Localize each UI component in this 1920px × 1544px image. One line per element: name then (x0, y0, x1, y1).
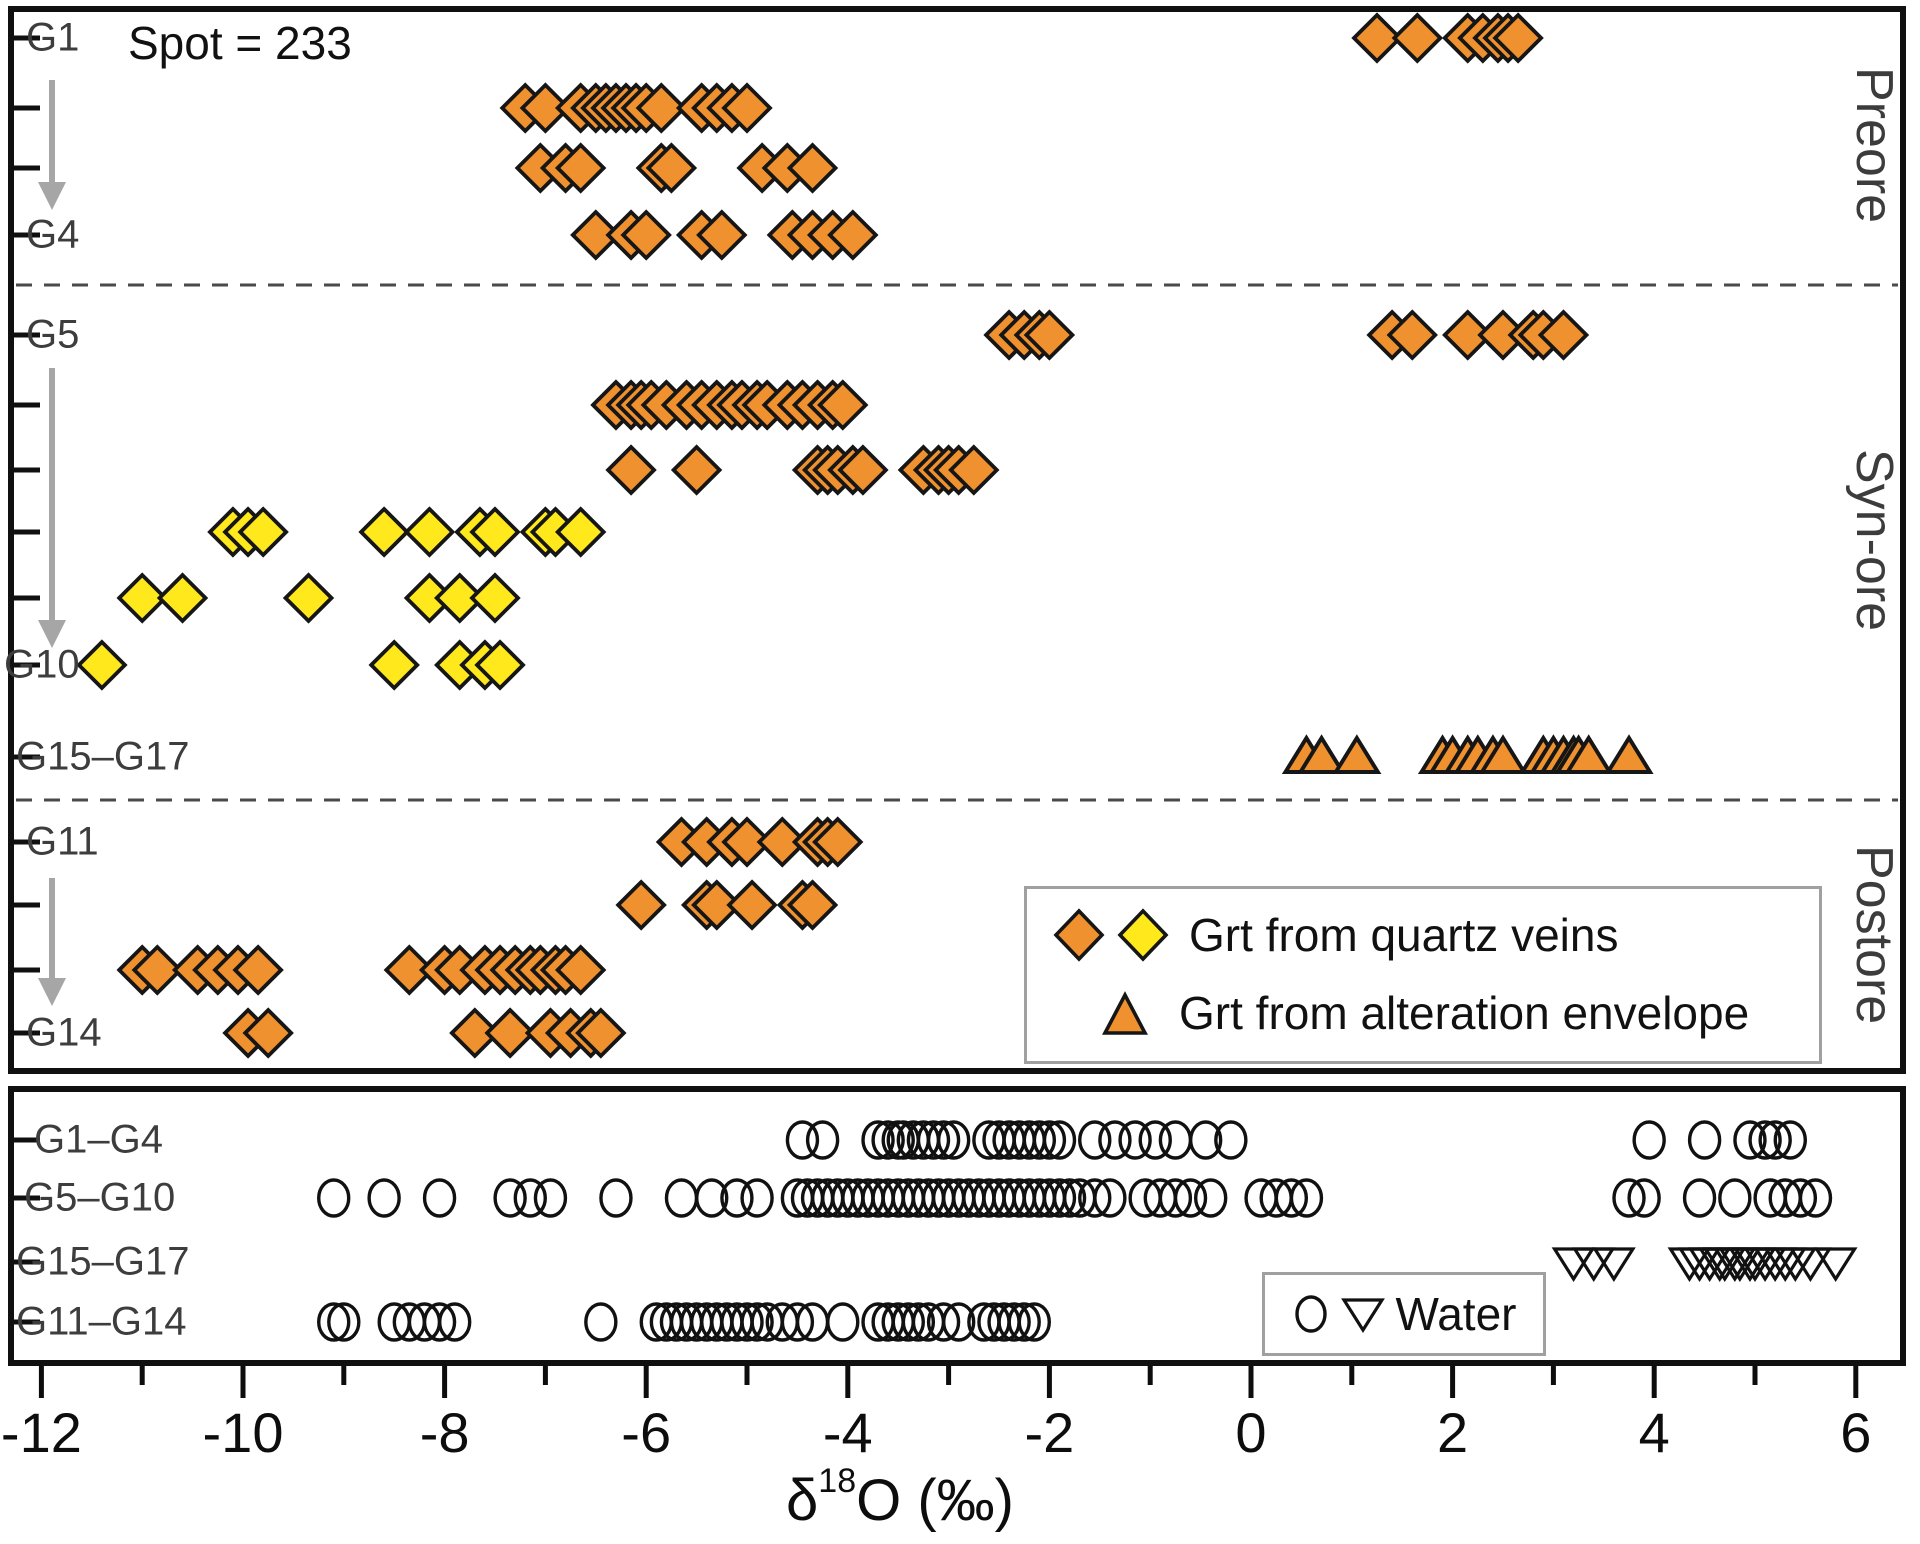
x-tick-label: -6 (621, 1401, 671, 1464)
legend-water: Water (1262, 1272, 1546, 1356)
section-label-preore: Preore (1845, 66, 1903, 224)
row-label-G1-G4: G1–G4 (34, 1117, 163, 1162)
legend-garnet-label-1: Grt from quartz veins (1189, 909, 1619, 961)
x-tick-label: 6 (1840, 1401, 1871, 1464)
section-label-postore: Postore (1845, 845, 1903, 1025)
x-axis-title: δ18O (‰) (786, 1462, 1014, 1533)
legend-water-label: Water (1395, 1288, 1517, 1340)
x-tick-label: -10 (203, 1401, 284, 1464)
row-label-G4: G4 (26, 212, 80, 257)
water-panel (8, 1086, 1906, 1366)
row-label-G15-G17: G15–G17 (16, 1239, 190, 1284)
x-tick-label: -12 (1, 1401, 82, 1464)
section-label-synore: Syn-ore (1845, 448, 1903, 632)
spot-count-note: Spot = 233 (128, 17, 352, 69)
x-tick-label: 2 (1437, 1401, 1468, 1464)
row-label-G5: G5 (26, 312, 80, 357)
x-tick-label: 4 (1639, 1401, 1670, 1464)
legend-garnet: Grt from quartz veins Grt from alteratio… (1024, 886, 1822, 1064)
triangle-orange-icon (1102, 991, 1148, 1035)
x-tick-label: -2 (1025, 1401, 1075, 1464)
x-tick-label: -8 (420, 1401, 470, 1464)
diamond-orange-icon (1053, 908, 1105, 962)
row-label-G11: G11 (26, 819, 99, 864)
row-label-G11-G14: G11–G14 (16, 1299, 187, 1344)
row-label-G10: G10 (4, 642, 80, 687)
diamond-yellow-icon (1117, 908, 1169, 962)
x-tick-label: -4 (823, 1401, 873, 1464)
triangle-down-open-icon (1340, 1298, 1385, 1333)
row-label-G1: G1 (26, 15, 80, 60)
row-label-G14: G14 (26, 1010, 102, 1055)
row-label-G15-G17: G15–G17 (16, 734, 190, 779)
row-label-G5-G10: G5–G10 (24, 1175, 176, 1220)
x-tick-label: 0 (1235, 1401, 1266, 1464)
circle-open-icon (1294, 1295, 1327, 1333)
legend-garnet-label-2: Grt from alteration envelope (1179, 987, 1750, 1039)
